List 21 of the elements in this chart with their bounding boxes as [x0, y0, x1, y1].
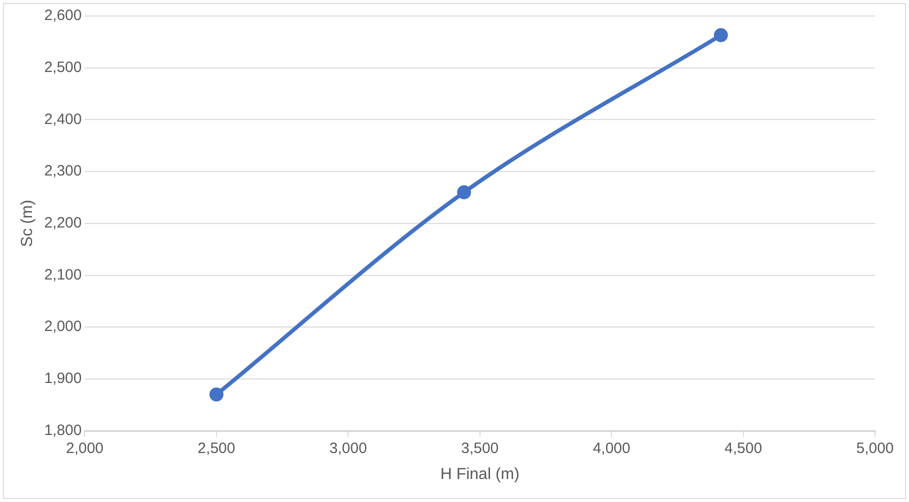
x-tick-label: 4,000 [592, 440, 630, 457]
y-tick-label: 1,800 [44, 422, 82, 439]
y-tick-label: 2,000 [44, 318, 82, 336]
y-tick-label: 2,500 [44, 58, 82, 76]
x-tick-label: 3,000 [329, 440, 367, 457]
point [714, 28, 728, 42]
point [457, 185, 472, 200]
x-tick-label: 3,500 [461, 440, 499, 457]
x-axis-title: H Final (m) [440, 466, 520, 483]
y-tick-label: 2,400 [44, 110, 82, 128]
point [209, 388, 224, 402]
y-tick-label: 2,100 [44, 266, 82, 284]
y-tick-label: 2,200 [44, 214, 82, 232]
y-axis-title: Sc (m) [19, 200, 36, 247]
x-tick-label: 4,500 [724, 440, 762, 457]
y-tick-label: 2,300 [44, 162, 82, 180]
y-tick-label: 2,600 [44, 7, 82, 24]
x-tick-label: 2,000 [66, 440, 104, 457]
x-tick-label: 5,000 [856, 440, 894, 457]
x-tick-label: 2,500 [198, 440, 236, 457]
y-tick-label: 1,900 [44, 370, 82, 388]
